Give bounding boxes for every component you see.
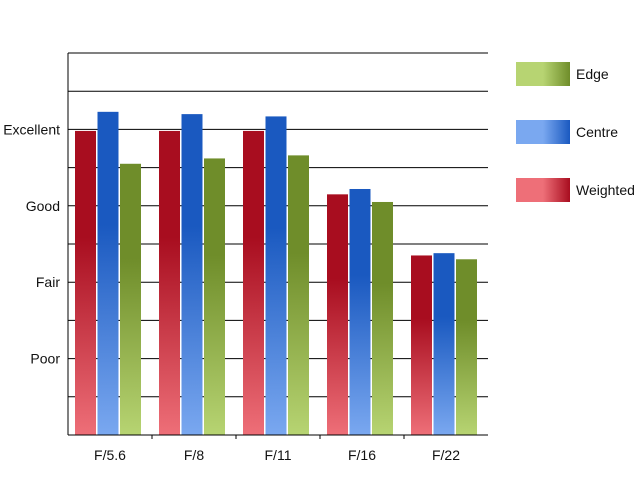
y-tick-labels: Poor Fair Good Excellent xyxy=(3,121,60,366)
legend-swatch-weighted xyxy=(516,178,570,202)
legend-label-weighted: Weighted xyxy=(576,182,635,198)
legend-swatch-centre xyxy=(516,120,570,144)
bar-weighted-f56 xyxy=(75,130,96,436)
legend-label-edge: Edge xyxy=(576,66,609,82)
bar-centre-f16 xyxy=(349,188,371,435)
x-tick-label: F/8 xyxy=(184,447,204,463)
x-tick-labels: F/5.6 F/8 F/11 F/16 F/22 xyxy=(94,435,460,463)
legend-label-centre: Centre xyxy=(576,124,618,140)
bar-edge-f8 xyxy=(204,158,225,435)
y-tick-label: Fair xyxy=(36,274,60,290)
legend-swatch-edge xyxy=(516,62,570,86)
x-tick-label: F/11 xyxy=(265,447,292,463)
legend: Edge Centre Weighted xyxy=(516,62,635,202)
bar-centre-f22 xyxy=(433,253,455,435)
bar-edge-f16 xyxy=(372,201,393,435)
bar-weighted-f8 xyxy=(159,130,180,436)
bar-edge-f22 xyxy=(456,259,477,435)
bar-centre-f11 xyxy=(265,116,287,436)
x-tick-label: F/22 xyxy=(432,447,460,463)
bars xyxy=(75,111,477,436)
bar-edge-f56 xyxy=(120,163,141,435)
bar-weighted-f16 xyxy=(327,194,348,435)
bar-weighted-f22 xyxy=(411,255,432,435)
bar-centre-f8 xyxy=(181,114,203,436)
y-tick-label: Good xyxy=(26,198,60,214)
bar-weighted-f11 xyxy=(243,130,264,436)
x-tick-label: F/5.6 xyxy=(94,447,126,463)
bar-centre-f56 xyxy=(97,111,119,435)
bar-edge-f11 xyxy=(288,155,309,435)
y-tick-label: Excellent xyxy=(3,121,60,137)
x-tick-label: F/16 xyxy=(348,447,376,463)
axes xyxy=(67,53,488,436)
y-tick-label: Poor xyxy=(30,351,60,367)
